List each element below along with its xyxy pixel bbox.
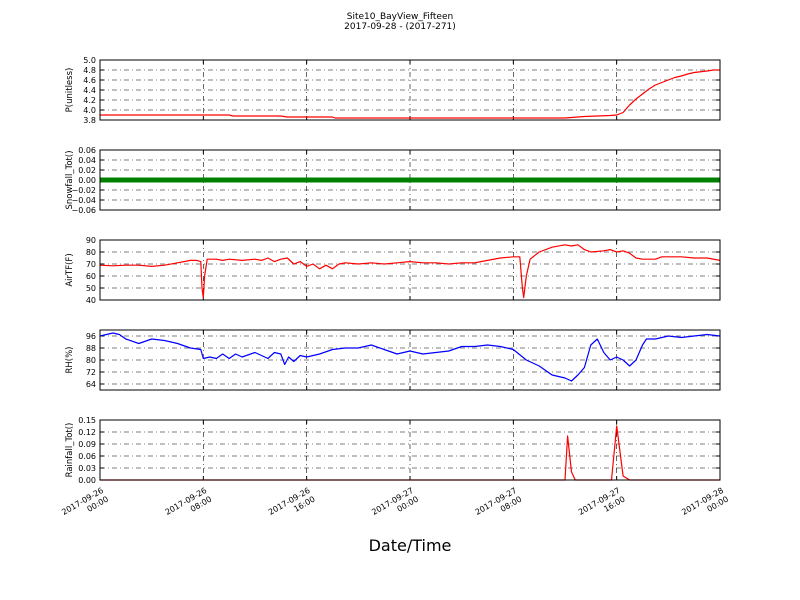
y-tick-label: 72 bbox=[86, 368, 96, 377]
y-tick-label: −0.06 bbox=[71, 206, 96, 215]
y-tick-label: 0.02 bbox=[78, 166, 96, 175]
y-tick-label: 5.0 bbox=[83, 56, 96, 65]
panel-4: 64 72 80 88 96 RH(%) bbox=[65, 329, 721, 391]
series-line-panel-3 bbox=[99, 244, 721, 299]
y-tick-label: 50 bbox=[86, 284, 96, 293]
y-tick-label: 40 bbox=[86, 296, 96, 305]
y-tick-label: 70 bbox=[86, 260, 96, 269]
y-tick-label: 0.12 bbox=[78, 428, 96, 437]
y-tick-label: 0.09 bbox=[78, 440, 96, 449]
panels: 3.84.04.24.44.64.85.0P(unitless)−0.06−0.… bbox=[65, 56, 721, 485]
y-tick-label: −0.04 bbox=[71, 196, 96, 205]
y-axis-label: P(unitless) bbox=[65, 68, 75, 113]
series-line-panel-1 bbox=[100, 69, 720, 119]
y-tick-label: 3.8 bbox=[83, 116, 96, 125]
y-tick-label: 80 bbox=[86, 248, 96, 257]
axes-frame bbox=[99, 419, 721, 481]
y-tick-label: 64 bbox=[86, 380, 96, 389]
x-axis-label: Date/Time bbox=[369, 536, 452, 555]
y-axis-label: Rainfall_Tot() bbox=[65, 423, 75, 478]
chart-subtitle: 2017-09-28 - (2017-271) bbox=[344, 22, 456, 32]
y-axis-label: AirTF(F) bbox=[65, 253, 75, 286]
y-tick-label: 90 bbox=[86, 236, 96, 245]
axes-frame bbox=[99, 239, 721, 301]
y-tick-label: 4.8 bbox=[83, 66, 96, 75]
series-line-panel-4 bbox=[99, 332, 721, 382]
y-tick-label: 88 bbox=[86, 344, 96, 353]
y-tick-label: 0.15 bbox=[78, 416, 96, 425]
y-tick-label: 4.2 bbox=[83, 96, 96, 105]
y-tick-label: 4.4 bbox=[83, 86, 96, 95]
y-tick-label: 0.03 bbox=[78, 464, 96, 473]
panel-3: 40 50 60 70 80 90 AirTF(F) bbox=[65, 236, 721, 305]
y-tick-label: 0.06 bbox=[78, 146, 96, 155]
y-tick-label: 80 bbox=[86, 356, 96, 365]
y-axis-label: Snowfall_Tot() bbox=[65, 150, 75, 209]
axes-frame bbox=[99, 149, 721, 211]
y-tick-label: 96 bbox=[86, 332, 96, 341]
y-tick-label: 0.00 bbox=[78, 176, 96, 185]
panel-1: 3.84.04.24.44.64.85.0 P(unitless) bbox=[65, 56, 721, 125]
y-tick-label: 4.0 bbox=[83, 106, 96, 115]
y-tick-label: 4.6 bbox=[83, 76, 96, 85]
axes-frame bbox=[99, 59, 721, 121]
chart-title: Site10_BayView_Fifteen bbox=[347, 12, 453, 22]
axes-frame bbox=[99, 329, 721, 391]
y-tick-label: 0.00 bbox=[78, 476, 96, 485]
panel-2: −0.06−0.04−0.020.000.020.040.06Snowfall_… bbox=[65, 146, 721, 215]
y-tick-label: 60 bbox=[86, 272, 96, 281]
y-axis-label: RH(%) bbox=[65, 346, 75, 373]
y-tick-label: 0.06 bbox=[78, 452, 96, 461]
y-tick-label: −0.02 bbox=[71, 186, 96, 195]
y-tick-label: 0.04 bbox=[78, 156, 96, 165]
